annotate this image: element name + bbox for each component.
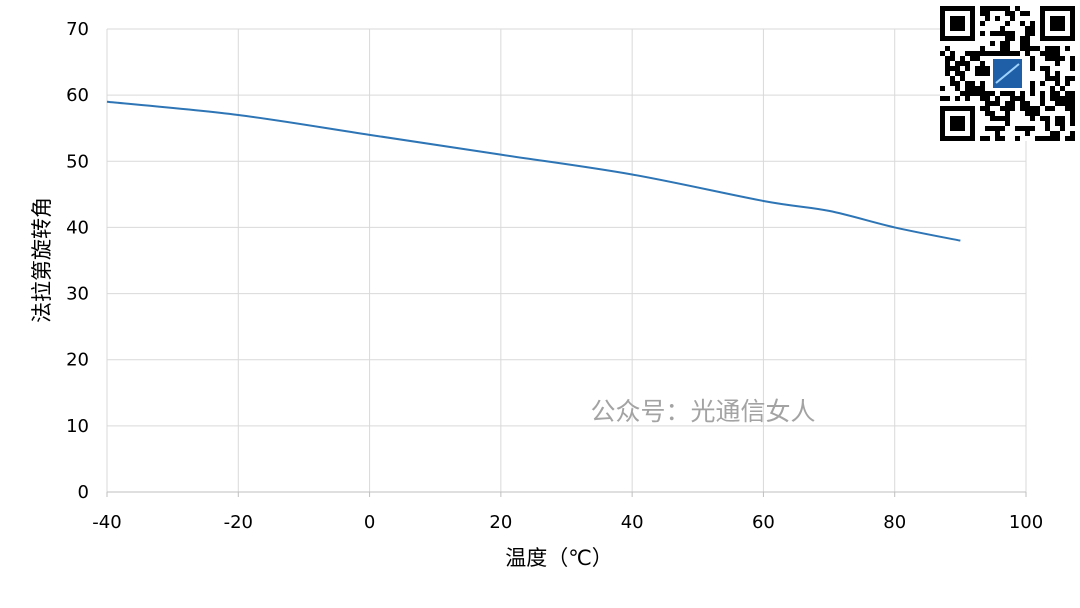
x-tick-label: 20 xyxy=(489,512,512,533)
x-axis-ticks: -40 -20 0 20 40 60 80 100 xyxy=(92,492,1043,533)
x-tick-label: 40 xyxy=(621,512,644,533)
series-line xyxy=(106,100,961,242)
y-axis-title: 法拉第旋转角 xyxy=(30,197,54,323)
grid-lines xyxy=(106,28,1027,492)
x-tick-label: 60 xyxy=(752,512,775,533)
y-tick-label: 70 xyxy=(66,19,89,40)
x-tick-label: 80 xyxy=(883,512,906,533)
y-tick-label: 60 xyxy=(66,85,89,106)
y-tick-label: 50 xyxy=(66,151,89,172)
watermark-text: 公众号：光通信女人 xyxy=(590,397,815,426)
x-tick-label: 0 xyxy=(364,512,375,533)
y-tick-label: 40 xyxy=(66,217,89,238)
qr-code-icon xyxy=(940,6,1075,141)
x-axis-title: 温度（℃） xyxy=(505,546,613,570)
y-tick-label: 30 xyxy=(66,284,89,305)
y-axis-ticks: 0 10 20 30 40 50 60 70 xyxy=(66,19,89,503)
x-tick-label: 100 xyxy=(1009,512,1043,533)
x-tick-label: -20 xyxy=(224,512,253,533)
x-tick-label: -40 xyxy=(92,512,121,533)
series-layer xyxy=(106,100,961,242)
y-tick-label: 20 xyxy=(66,350,89,371)
y-tick-label: 10 xyxy=(66,416,89,437)
y-tick-label: 0 xyxy=(78,482,89,503)
